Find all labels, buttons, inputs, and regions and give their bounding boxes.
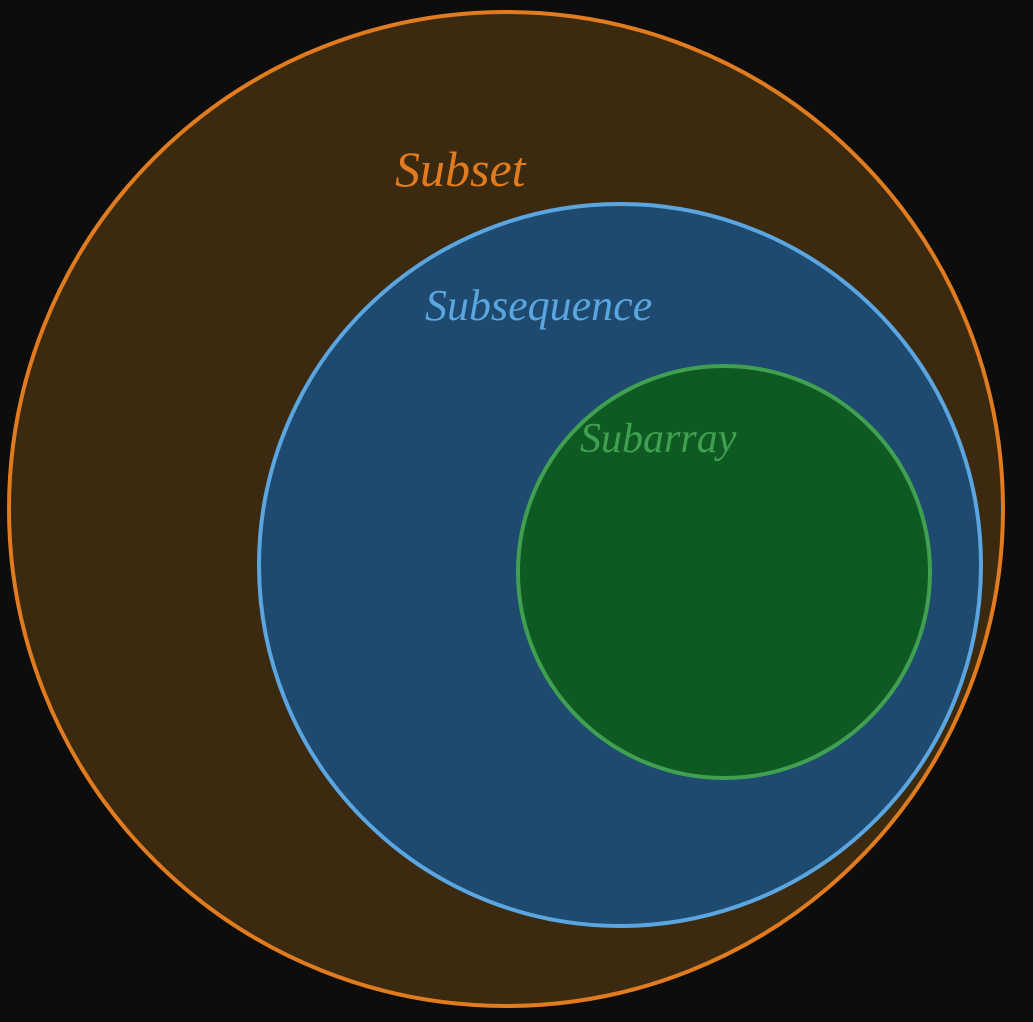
subsequence-label: Subsequence — [425, 280, 652, 331]
subarray-label: Subarray — [580, 415, 736, 463]
subset-label: Subset — [395, 140, 526, 198]
